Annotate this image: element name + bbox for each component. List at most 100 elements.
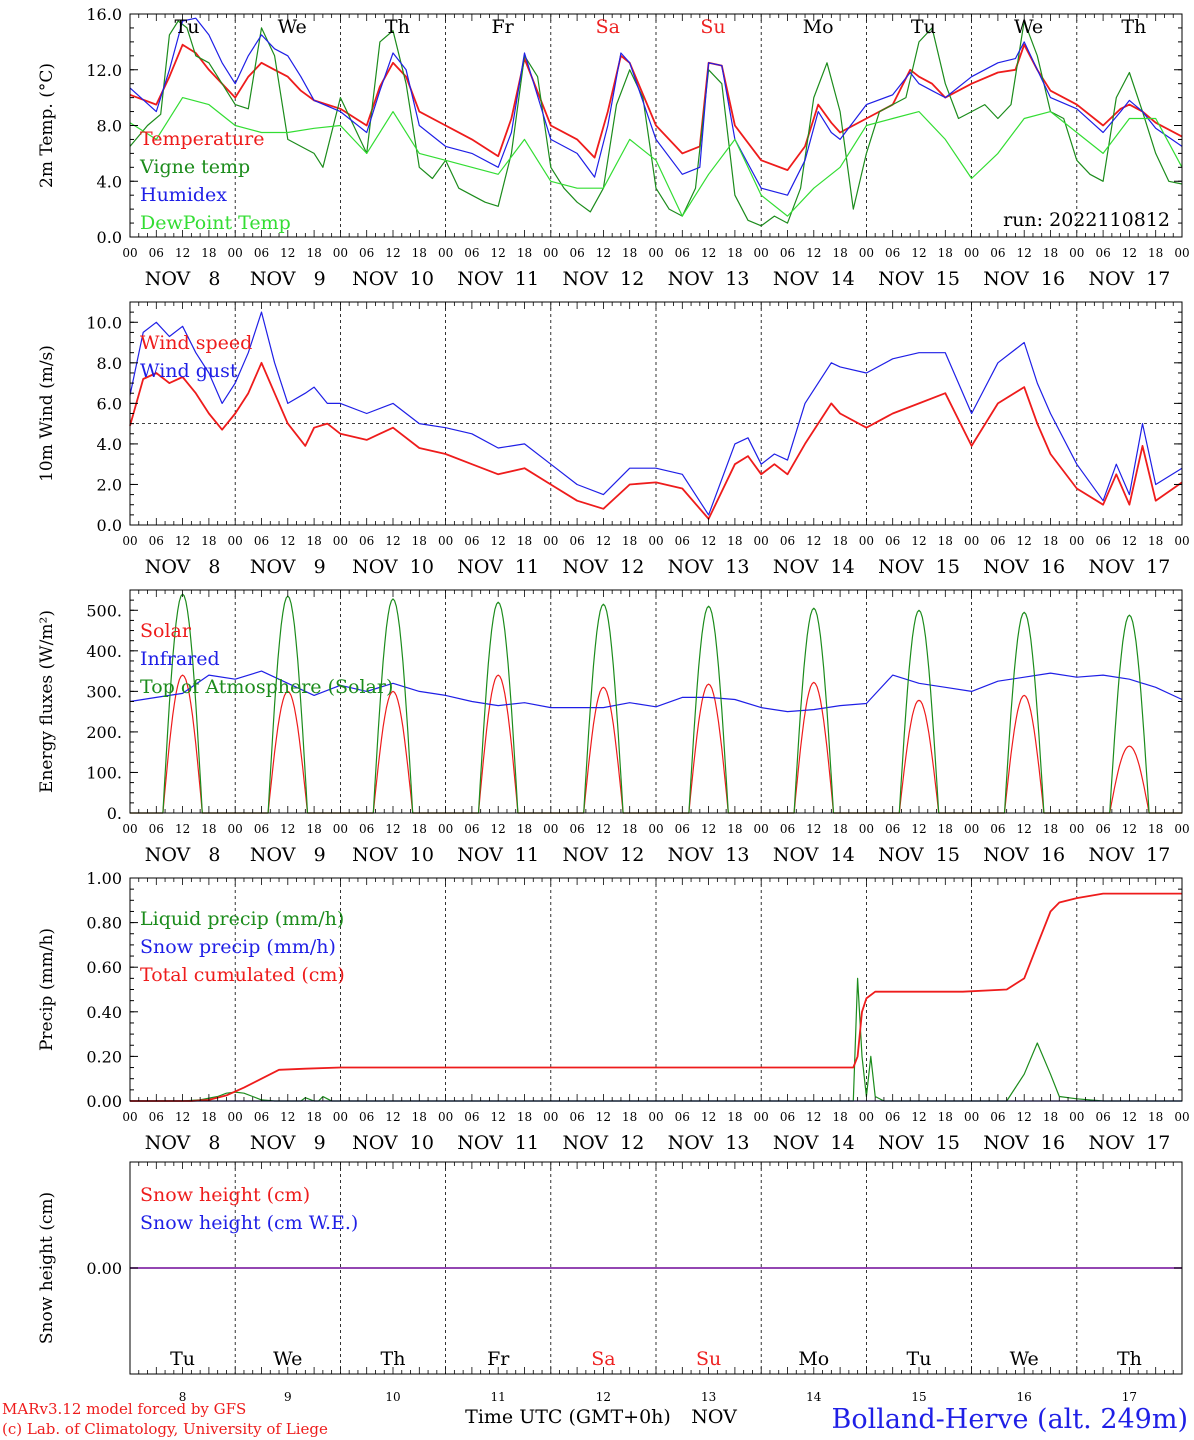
day-abbr: Tu	[175, 16, 200, 38]
hour-labels: 00 06 12 18 00 06 12 18 00 06 12 18 00 06 12 18 00 06 12 18…	[122, 1110, 1189, 1124]
date-labels: NOV 8 NOV 9 NOV 10 NOV 11 NOV 12 NOV 13 NOV 14…	[145, 1132, 1171, 1154]
hour-label: 06	[780, 246, 795, 260]
series-line-3	[129, 17, 1183, 196]
y-tick-label: 16.0	[86, 5, 122, 24]
hour-label: 18	[832, 246, 847, 260]
hour-label: 18	[727, 246, 742, 260]
run-label: run: 2022110812	[1003, 209, 1170, 231]
hour-label: 18	[622, 534, 637, 548]
hour-label: 06	[254, 1110, 269, 1124]
day-number: 14	[806, 1390, 822, 1404]
legend: Wind speed Wind gust	[140, 332, 252, 382]
x-ticks	[129, 590, 1183, 813]
hour-label: 12	[1017, 1110, 1032, 1124]
hour-label: 12	[175, 1110, 190, 1124]
hour-label: 00	[859, 534, 874, 548]
hour-label: 06	[885, 822, 900, 836]
day-abbr: Fr	[491, 16, 514, 38]
day-abbr: Mo	[798, 1348, 829, 1370]
date-label: NOV 14	[773, 556, 855, 578]
x-axis-label: Time UTC (GMT+0h)	[465, 1406, 671, 1428]
hour-label: 12	[175, 534, 190, 548]
panel-precip: 0.00 0.20 0.40 0.60 0.80 1.00 Precip (mm/h) Liq…	[37, 869, 1190, 1154]
hour-label: 18	[1148, 1110, 1163, 1124]
hour-label: 18	[622, 246, 637, 260]
hour-label: 12	[385, 534, 400, 548]
hour-label: 00	[964, 1110, 979, 1124]
day-abbr: Th	[385, 16, 410, 38]
hour-label: 06	[464, 1110, 479, 1124]
hour-label: 00	[333, 1110, 348, 1124]
hour-label: 06	[359, 246, 374, 260]
hour-label: 18	[201, 822, 216, 836]
hour-label: 06	[254, 822, 269, 836]
panel-wind: 0.0 2.0 4.0 6.0 8.0 10.0 10m Wind (m/s) Wind sp…	[37, 301, 1190, 578]
hour-label: 00	[228, 1110, 243, 1124]
hour-label: 00	[333, 246, 348, 260]
hour-label: 12	[385, 822, 400, 836]
hour-label: 06	[149, 1110, 164, 1124]
hour-label: 18	[832, 534, 847, 548]
hour-label: 06	[359, 822, 374, 836]
hour-label: 12	[175, 246, 190, 260]
y-tick-label: 0.0	[97, 516, 122, 535]
date-label: NOV 16	[983, 268, 1065, 290]
series-line-2	[129, 311, 1183, 516]
legend-entry: Snow height (cm W.E.)	[140, 1212, 358, 1234]
legend-entry: DewPoint Temp	[140, 212, 291, 234]
date-label: NOV 8	[145, 844, 221, 866]
hour-label: 00	[333, 534, 348, 548]
hour-label: 00	[543, 1110, 558, 1124]
hour-label: 06	[990, 822, 1005, 836]
hour-labels: 00 06 12 18 00 06 12 18 00 06 12 18 00 06 12 18 00 06 12 18…	[122, 246, 1189, 260]
date-label: NOV 15	[878, 844, 960, 866]
date-label: NOV 15	[878, 1132, 960, 1154]
hour-label: 18	[832, 1110, 847, 1124]
hour-label: 06	[569, 246, 584, 260]
hour-label: 00	[1174, 1110, 1189, 1124]
y-tick-label: 4.0	[97, 172, 122, 191]
hour-label: 12	[1122, 822, 1137, 836]
y-tick-label: 12.0	[86, 61, 122, 80]
date-label: NOV 14	[773, 268, 855, 290]
day-abbr: Th	[1117, 1348, 1142, 1370]
hour-label: 06	[569, 1110, 584, 1124]
hour-label: 00	[648, 1110, 663, 1124]
hour-label: 12	[1017, 534, 1032, 548]
date-labels: NOV 8 NOV 9 NOV 10 NOV 11 NOV 12 NOV 13 NOV 14…	[145, 268, 1171, 290]
hour-label: 06	[990, 1110, 1005, 1124]
date-label: NOV 14	[773, 1132, 855, 1154]
y-axis-label: Snow height (cm)	[37, 1192, 57, 1344]
y-tick-label: 400.	[86, 642, 122, 661]
hour-label: 18	[306, 246, 321, 260]
hour-label: 12	[385, 1110, 400, 1124]
y-tick-label: 0.00	[86, 1092, 122, 1111]
hour-labels: 00 06 12 18 00 06 12 18 00 06 12 18 00 06 12 18 00 06 12 18…	[122, 534, 1189, 548]
hour-label: 18	[517, 1110, 532, 1124]
series-line-2	[129, 20, 1183, 227]
day-abbr: Tu	[911, 16, 936, 38]
hour-label: 12	[911, 534, 926, 548]
y-axis-label: Precip (mm/h)	[37, 928, 57, 1051]
hour-label: 12	[806, 246, 821, 260]
hour-label: 06	[675, 1110, 690, 1124]
hour-label: 06	[254, 246, 269, 260]
day-number: 12	[596, 1390, 611, 1404]
day-abbr: We	[1010, 1348, 1039, 1370]
hour-label: 18	[1043, 1110, 1058, 1124]
hour-label: 00	[122, 534, 137, 548]
legend-entry: Infrared	[140, 648, 220, 670]
legend: Snow height (cm) Snow height (cm W.E.)	[140, 1184, 358, 1234]
hour-label: 06	[254, 534, 269, 548]
hour-label: 12	[596, 534, 611, 548]
date-labels: NOV 8 NOV 9 NOV 10 NOV 11 NOV 12 NOV 13 NOV 14…	[145, 844, 1171, 866]
hour-label: 00	[228, 534, 243, 548]
y-tick-label: 200.	[86, 723, 122, 742]
hour-label: 00	[1174, 246, 1189, 260]
plot-frame	[129, 301, 1183, 526]
y-tick-label: 8.0	[97, 117, 122, 136]
hour-label: 06	[780, 534, 795, 548]
date-label: NOV 9	[250, 268, 326, 290]
plot-frame	[129, 589, 1183, 814]
